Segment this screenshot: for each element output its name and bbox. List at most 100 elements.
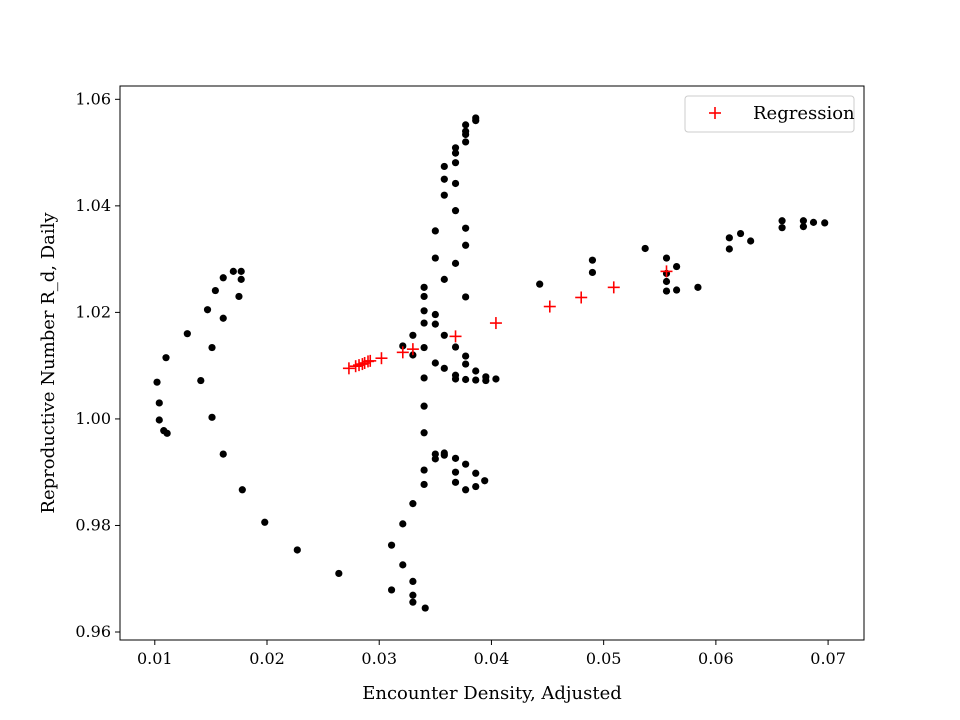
data-point (472, 376, 480, 384)
data-point (440, 331, 448, 339)
data-point (462, 375, 470, 384)
regression-point (449, 330, 462, 343)
data-point (451, 159, 460, 167)
data-point (399, 520, 407, 528)
legend-label-regression: Regression (753, 103, 855, 124)
data-point (799, 217, 808, 225)
data-point (662, 277, 671, 286)
x-tick-label: 0.01 (137, 649, 173, 668)
regression-point (396, 346, 409, 359)
y-axis-label: Reproductive Number R_d, Daily (38, 212, 59, 514)
data-point (153, 378, 161, 386)
data-point (809, 218, 818, 226)
data-point (462, 360, 470, 368)
plot-area (120, 86, 864, 640)
regression-point (543, 300, 556, 313)
data-point (778, 224, 786, 232)
data-point (451, 454, 460, 462)
data-point (183, 330, 191, 338)
data-point (399, 561, 407, 569)
regression-points (342, 265, 673, 375)
data-point (431, 359, 439, 367)
data-point (472, 469, 480, 477)
data-point (203, 306, 212, 314)
data-point (420, 402, 428, 410)
data-point (261, 518, 269, 526)
y-tick-label: 1.04 (75, 196, 111, 215)
data-point (462, 224, 470, 232)
data-point (451, 149, 460, 157)
data-point (662, 254, 671, 262)
data-point (409, 500, 417, 508)
data-point (672, 286, 681, 294)
data-point (409, 577, 417, 586)
legend-marker-regression (709, 107, 721, 119)
data-point (821, 219, 829, 227)
data-point (229, 267, 237, 275)
x-tick-label: 0.03 (361, 649, 397, 668)
data-point (409, 331, 417, 339)
data-point (736, 229, 745, 238)
data-point (420, 319, 428, 327)
regression-point (356, 358, 369, 371)
y-axis: 0.96 0.98 1.00 1.02 1.04 1.06 (75, 89, 120, 641)
data-point (335, 569, 343, 578)
data-point (420, 292, 428, 301)
data-point (641, 244, 649, 253)
data-point (451, 343, 460, 351)
data-point (237, 275, 245, 283)
data-point (197, 376, 205, 385)
data-point (440, 191, 448, 199)
data-point (238, 486, 246, 494)
data-point (399, 342, 407, 350)
data-point (462, 241, 470, 249)
data-point (420, 429, 428, 437)
data-point (472, 482, 480, 491)
data-point (462, 460, 470, 468)
data-point (293, 546, 301, 554)
data-point (451, 179, 460, 188)
data-point (440, 364, 448, 372)
data-point (799, 223, 808, 231)
data-point (588, 256, 597, 264)
data-point (462, 121, 470, 129)
legend-box (684, 95, 855, 133)
data-point (462, 486, 470, 494)
data-point (725, 234, 733, 242)
data-point (421, 604, 429, 612)
data-point (747, 237, 755, 245)
data-point (440, 162, 448, 171)
data-point (163, 429, 171, 437)
data-point (420, 283, 428, 291)
data-point (672, 262, 681, 271)
data-point (778, 217, 786, 225)
regression-point (575, 291, 588, 304)
data-point (431, 227, 439, 235)
x-axis: 0.01 0.02 0.03 0.04 0.05 0.06 0.07 (137, 640, 846, 668)
data-point (451, 207, 460, 215)
data-point (387, 586, 396, 594)
data-point (235, 292, 243, 301)
data-point (662, 287, 671, 295)
x-tick-label: 0.05 (586, 649, 622, 668)
data-point (588, 268, 597, 277)
data-point (420, 466, 428, 474)
x-tick-label: 0.07 (810, 649, 846, 668)
x-tick-label: 0.06 (698, 649, 734, 668)
x-tick-label: 0.04 (474, 649, 510, 668)
data-point (472, 114, 480, 122)
plot-frame (119, 85, 865, 641)
regression-point (375, 352, 388, 365)
data-point (536, 280, 544, 288)
data-point (451, 259, 460, 267)
data-point (420, 374, 428, 382)
x-tick-label: 0.02 (249, 649, 285, 668)
observed-points (153, 114, 829, 612)
regression-point (660, 265, 673, 278)
data-point (409, 591, 417, 599)
data-point (387, 541, 396, 549)
y-tick-label: 1.06 (75, 89, 111, 108)
data-point (431, 310, 439, 319)
y-tick-label: 0.96 (75, 622, 111, 641)
